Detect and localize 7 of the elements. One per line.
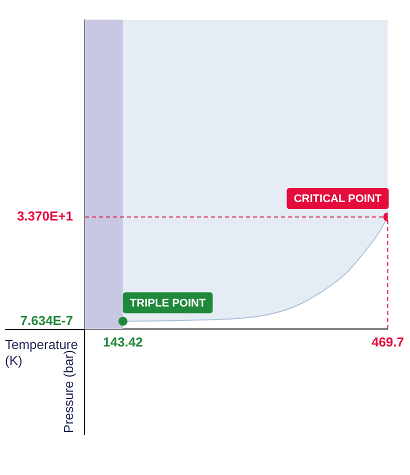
y-tick-label: 3.370E+1: [16, 208, 73, 224]
y-tick-label: 7.634E-7: [20, 312, 73, 328]
annotation: CRITICAL POINT: [294, 192, 382, 205]
y-axis-title: Pressure (bar): [61, 350, 76, 434]
annotation: TRIPLE POINT: [130, 297, 206, 310]
x-tick-label: 469.7: [371, 334, 404, 350]
x-tick-label: 143.42: [103, 334, 143, 350]
